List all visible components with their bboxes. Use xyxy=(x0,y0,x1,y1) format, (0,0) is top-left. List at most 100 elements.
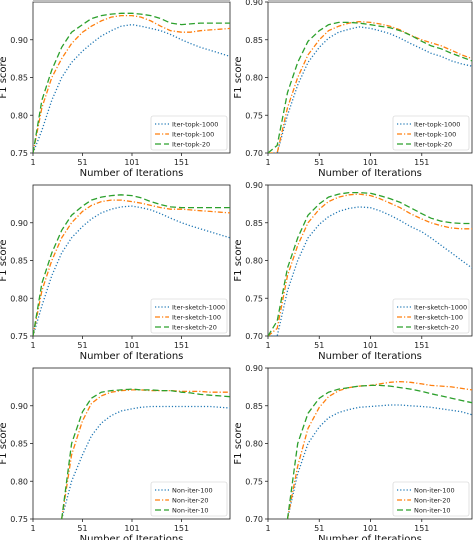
legend-label: Non-iter-10 xyxy=(414,507,451,515)
y-tick-label: 0.80 xyxy=(10,111,28,120)
x-tick-label: 101 xyxy=(124,524,139,533)
legend-label: Iter-topk-20 xyxy=(414,141,452,149)
legend-label: Iter-sketch-1000 xyxy=(414,304,467,312)
x-axis-label: Number of Iterations xyxy=(318,168,422,179)
series-line-noniter10 xyxy=(286,384,472,519)
y-tick-label: 0.85 xyxy=(10,257,28,266)
y-tick-label: 0.85 xyxy=(245,36,263,45)
legend-label: Iter-sketch-100 xyxy=(172,314,221,322)
series-line-itertopk20 xyxy=(33,12,230,153)
legend-label: Iter-topk-100 xyxy=(414,131,456,139)
y-tick-label: 0.80 xyxy=(10,294,28,303)
y-axis-label: F1 score xyxy=(233,239,244,281)
series-line-itersketch20 xyxy=(268,191,472,336)
legend-label: Iter-sketch-100 xyxy=(414,314,463,322)
legend-label: Non-iter-20 xyxy=(414,497,451,505)
legend-label: Iter-sketch-20 xyxy=(414,324,459,332)
legend-box xyxy=(392,481,470,517)
legend-label: Non-iter-10 xyxy=(172,507,209,515)
y-axis-label: F1 score xyxy=(233,422,244,464)
y-axis-label: F1 score xyxy=(0,56,9,98)
legend-box xyxy=(392,115,470,151)
y-tick-label: 0.90 xyxy=(10,36,28,45)
x-tick-label: 51 xyxy=(77,524,87,533)
y-tick-label: 0.75 xyxy=(10,515,28,524)
x-tick-label: 1 xyxy=(30,524,35,533)
y-tick-label: 0.90 xyxy=(245,181,263,190)
x-tick-label: 51 xyxy=(77,341,87,350)
y-tick-label: 0.75 xyxy=(245,111,263,120)
x-axis-label: Number of Iterations xyxy=(80,534,184,540)
y-tick-label: 0.75 xyxy=(245,294,263,303)
y-tick-label: 0.70 xyxy=(245,515,263,524)
legend-label: Iter-sketch-20 xyxy=(172,324,217,332)
series-line-itertopk1000 xyxy=(33,23,230,153)
x-tick-label: 51 xyxy=(77,158,87,167)
x-axis-label: Number of Iterations xyxy=(80,168,184,179)
y-tick-label: 0.70 xyxy=(245,149,263,158)
y-tick-label: 0.80 xyxy=(10,477,28,486)
x-tick-label: 101 xyxy=(363,158,378,167)
x-axis-label: Number of Iterations xyxy=(318,351,422,362)
x-axis-label: Number of Iterations xyxy=(318,534,422,540)
legend-box xyxy=(150,298,228,334)
series-line-itersketch20 xyxy=(33,194,230,336)
clip-strip xyxy=(33,0,230,2)
legend-label: Iter-topk-1000 xyxy=(172,121,218,129)
legend-label: Non-iter-100 xyxy=(172,487,213,495)
legend-label: Iter-topk-100 xyxy=(172,131,214,139)
legend-box xyxy=(392,298,470,334)
x-tick-label: 151 xyxy=(174,158,189,167)
x-tick-label: 151 xyxy=(414,524,429,533)
series-line-itertopk100 xyxy=(268,20,472,153)
y-tick-label: 0.70 xyxy=(245,332,263,341)
x-tick-label: 1 xyxy=(30,341,35,350)
legend-box xyxy=(150,115,228,151)
legend-label: Iter-topk-1000 xyxy=(414,121,460,129)
y-tick-label: 0.80 xyxy=(245,257,263,266)
series-line-itertopk20 xyxy=(268,21,472,153)
x-tick-label: 1 xyxy=(265,341,270,350)
x-axis-label: Number of Iterations xyxy=(80,351,184,362)
legend-label: Iter-sketch-1000 xyxy=(172,304,225,312)
y-tick-label: 0.75 xyxy=(245,477,263,486)
x-tick-label: 1 xyxy=(265,524,270,533)
x-tick-label: 101 xyxy=(363,341,378,350)
y-tick-label: 0.90 xyxy=(245,364,263,373)
x-tick-label: 151 xyxy=(414,158,429,167)
y-tick-label: 0.90 xyxy=(10,402,28,411)
x-tick-label: 101 xyxy=(124,341,139,350)
y-axis-label: F1 score xyxy=(233,56,244,98)
x-tick-label: 51 xyxy=(314,524,324,533)
y-tick-label: 0.75 xyxy=(10,332,28,341)
y-tick-label: 0.85 xyxy=(10,440,28,449)
y-axis-label: F1 score xyxy=(0,239,9,281)
y-tick-label: 0.75 xyxy=(10,149,28,158)
x-tick-label: 51 xyxy=(314,341,324,350)
y-tick-label: 0.80 xyxy=(245,440,263,449)
x-tick-label: 151 xyxy=(174,524,189,533)
legend-label: Non-iter-20 xyxy=(172,497,209,505)
legend-label: Iter-topk-20 xyxy=(172,141,210,149)
x-tick-label: 1 xyxy=(30,158,35,167)
series-line-itertopk100 xyxy=(33,14,230,153)
y-tick-label: 0.90 xyxy=(245,0,263,7)
series-line-noniter10 xyxy=(61,388,230,519)
x-tick-label: 101 xyxy=(363,524,378,533)
x-tick-label: 151 xyxy=(414,341,429,350)
y-tick-label: 0.90 xyxy=(10,219,28,228)
x-tick-label: 1 xyxy=(265,158,270,167)
y-tick-label: 0.85 xyxy=(245,219,263,228)
series-line-itersketch1000 xyxy=(268,206,472,336)
legend-label: Non-iter-100 xyxy=(414,487,455,495)
clip-strip xyxy=(268,0,472,2)
series-line-noniter20 xyxy=(286,380,472,519)
y-tick-label: 0.85 xyxy=(245,402,263,411)
legend-box xyxy=(150,481,228,517)
